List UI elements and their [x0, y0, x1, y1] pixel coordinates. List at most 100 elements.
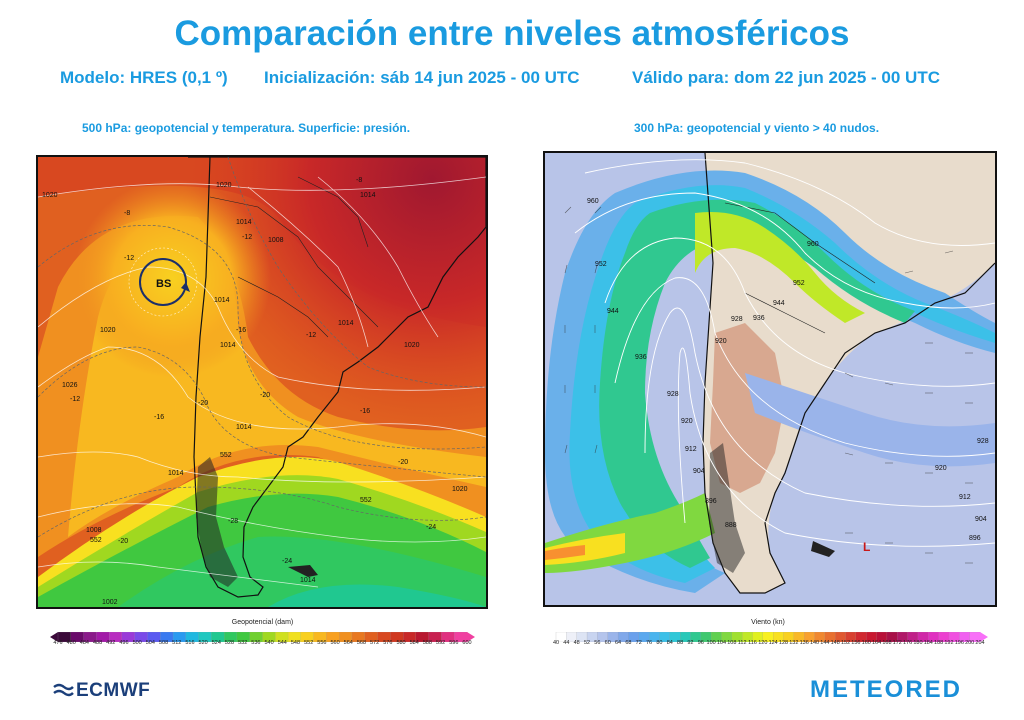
wind-colorbar-swatches	[548, 631, 988, 643]
colorbar-tick-label: 496	[119, 640, 129, 646]
colorbar-tick-label: 52	[583, 640, 591, 646]
svg-text:1008: 1008	[268, 237, 284, 244]
geopotential-colorbar-swatches	[50, 631, 475, 643]
colorbar-tick-label: 168	[882, 640, 892, 646]
svg-text:1002: 1002	[102, 599, 118, 606]
colorbar-max-arrow	[980, 632, 988, 642]
svg-text:1020: 1020	[404, 342, 420, 349]
colorbar-tick-label: 520	[198, 640, 208, 646]
geopotential-colorbar-title: Geopotencial (dam)	[231, 619, 294, 626]
ecmwf-logo-icon	[52, 681, 74, 697]
isobar-labels: 1020 1020 1014 1014 1008 1014 1014 1014 …	[42, 182, 468, 606]
colorbar-tick-label: 64	[614, 640, 622, 646]
colorbar-tick-label: 488	[92, 640, 103, 646]
svg-text:-8: -8	[124, 210, 130, 217]
colorbar-tick-label: 564	[343, 640, 353, 646]
svg-text:-28: -28	[228, 518, 238, 525]
colorbar-tick-label: 148	[830, 640, 840, 646]
colorbar-tick-label: 116	[748, 640, 757, 646]
svg-text:920: 920	[681, 418, 693, 425]
colorbar-tick-label: 144	[820, 640, 830, 646]
svg-text:-20: -20	[118, 538, 128, 545]
svg-text:-12: -12	[306, 332, 316, 339]
svg-text:1008: 1008	[86, 527, 102, 534]
model-label: Modelo: HRES (0,1 º)	[60, 68, 228, 87]
wind-colorbar-ticks: 40 44 48 52 56 60 64 68 72 76 80 84 88 92 96 100 104 108 1…	[548, 640, 988, 648]
colorbar-tick-label: 88	[677, 640, 684, 646]
svg-text:552: 552	[90, 537, 102, 544]
colorbar-tick-label: 528	[224, 640, 235, 646]
colorbar-tick-label: 200	[965, 640, 975, 646]
right-panel-caption: 300 hPa: geopotencial y viento > 40 nudo…	[634, 121, 880, 135]
colorbar-tick-label: 140	[809, 640, 820, 646]
colorbar-tick-label: 176	[903, 640, 913, 646]
colorbar-tick-label: 76	[646, 640, 653, 646]
low-label-right: L	[863, 540, 870, 554]
svg-text:-20: -20	[260, 392, 270, 399]
colorbar-tick-label: 104	[716, 640, 727, 646]
svg-text:912: 912	[959, 494, 971, 501]
colorbar-tick-label: 40	[552, 640, 560, 646]
wind-colorbar: Viento (kn) 40 44 48 52 56 60 64 68 72 76 80 84 88 92…	[548, 619, 988, 649]
geopotential-map: BS 1020 1020 1014 1014 1008 1014 1014 10…	[36, 155, 488, 609]
colorbar-tick-label: 136	[799, 640, 809, 646]
colorbar-tick-label: 568	[356, 640, 367, 646]
colorbar-tick-label: 584	[409, 640, 419, 646]
colorbar-tick-label: 476	[53, 640, 63, 646]
colorbar-tick-label: 172	[892, 640, 902, 646]
svg-text:1014: 1014	[214, 297, 230, 304]
colorbar-tick-label: 596	[449, 640, 459, 646]
colorbar-tick-label: 548	[290, 640, 301, 646]
colorbar-tick-label: 124	[768, 640, 778, 646]
wind-colorbar-title: Viento (kn)	[751, 619, 785, 626]
svg-text:960: 960	[807, 241, 819, 248]
colorbar-tick-label: 552	[304, 640, 314, 646]
ecmwf-logo: ECMWF	[52, 680, 150, 702]
svg-text:-24: -24	[282, 558, 292, 565]
svg-text:1014: 1014	[168, 470, 184, 477]
colorbar-tick-label: 592	[436, 640, 446, 646]
svg-text:896: 896	[705, 498, 717, 505]
svg-text:952: 952	[595, 261, 607, 268]
colorbar-tick-label: 92	[687, 640, 694, 646]
temperature-labels: -8 -12 -16 -12 -8 -12 -20 -16 -16 -12 -2…	[70, 177, 436, 565]
svg-text:-16: -16	[360, 408, 370, 415]
svg-text:1020: 1020	[42, 192, 58, 199]
svg-text:1014: 1014	[360, 192, 376, 199]
svg-text:928: 928	[977, 438, 989, 445]
colorbar-tick-label: 516	[185, 640, 195, 646]
svg-text:928: 928	[731, 316, 743, 323]
colorbar-tick-label: 180	[913, 640, 923, 646]
svg-text:888: 888	[725, 522, 737, 529]
colorbar-tick-label: 512	[172, 640, 182, 646]
colorbar-tick-label: 100	[706, 640, 716, 646]
colorbar-tick-label: 84	[666, 640, 673, 646]
colorbar-tick-label: 500	[132, 640, 142, 646]
colorbar-tick-label: 132	[789, 640, 799, 646]
colorbar-tick-label: 572	[370, 640, 380, 646]
colorbar-tick-label: 556	[317, 640, 327, 646]
colorbar-tick-label: 44	[563, 640, 570, 646]
colorbar-tick-label: 580	[396, 640, 406, 646]
svg-text:944: 944	[773, 300, 785, 307]
init-label: Inicialización: sáb 14 jun 2025 - 00 UTC	[264, 68, 580, 87]
colorbar-tick-label: 536	[251, 640, 261, 646]
svg-text:1026: 1026	[62, 382, 78, 389]
colorbar-max-arrow	[467, 632, 475, 642]
colorbar-tick-label: 108	[727, 640, 737, 646]
svg-text:-12: -12	[124, 255, 134, 262]
colorbar-tick-label: 560	[330, 640, 340, 646]
colorbar-tick-label: 480	[66, 640, 76, 646]
colorbar-tick-label: 48	[573, 640, 580, 646]
svg-text:-12: -12	[242, 234, 252, 241]
svg-text:-16: -16	[154, 414, 164, 421]
colorbar-tick-label: 120	[758, 640, 768, 646]
svg-text:552: 552	[220, 452, 232, 459]
colorbar-tick-label: 80	[656, 640, 663, 646]
colorbar-tick-label: 160	[861, 640, 871, 646]
colorbar-tick-label: 588	[422, 640, 432, 646]
colorbar-tick-label: 60	[604, 640, 611, 646]
svg-text:944: 944	[607, 308, 619, 315]
svg-text:1014: 1014	[236, 219, 252, 226]
svg-text:-16: -16	[236, 327, 246, 334]
